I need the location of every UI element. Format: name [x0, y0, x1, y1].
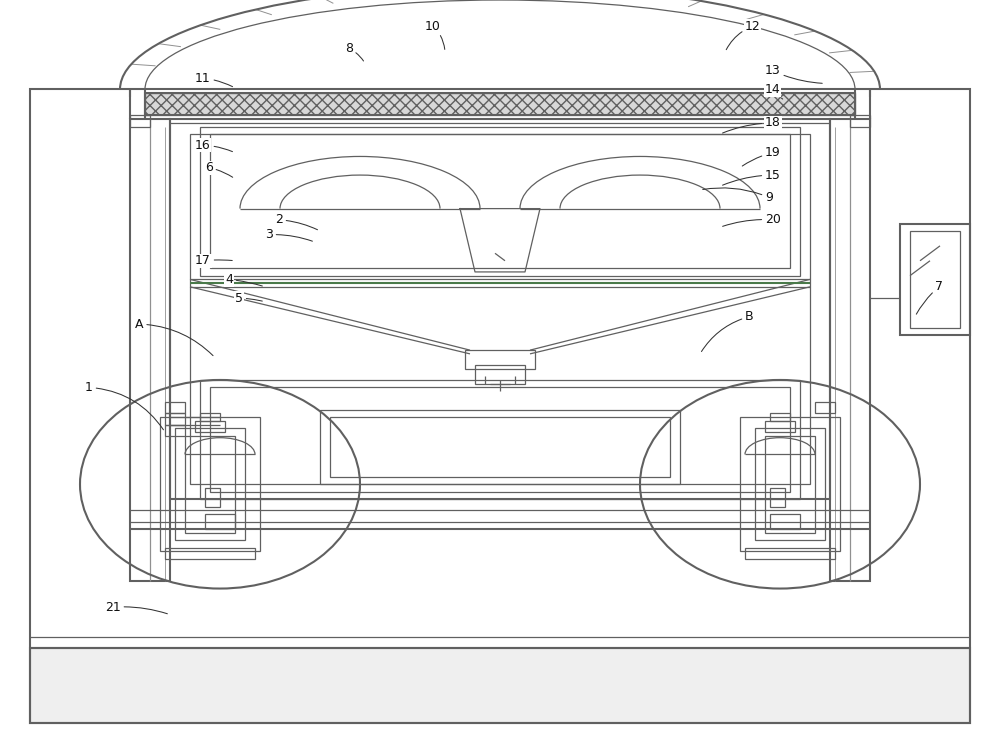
Bar [145, 93, 855, 115]
Bar [740, 417, 840, 551]
Text: 3: 3 [265, 228, 312, 241]
Text: 18: 18 [723, 116, 781, 133]
Text: 4: 4 [225, 273, 262, 286]
Bar [320, 410, 680, 484]
Text: 19: 19 [742, 146, 781, 166]
Bar [210, 134, 790, 268]
Bar [755, 428, 825, 540]
Bar [465, 350, 535, 369]
Bar [765, 436, 815, 533]
Bar [745, 548, 835, 559]
Text: 16: 16 [195, 139, 232, 152]
Text: 5: 5 [235, 291, 262, 305]
Bar [770, 488, 785, 507]
Bar [770, 413, 790, 421]
Bar [130, 119, 170, 581]
Text: 7: 7 [916, 280, 943, 314]
Text: 6: 6 [205, 161, 233, 177]
Text: 10: 10 [425, 19, 445, 49]
Bar [830, 119, 870, 581]
Bar [815, 402, 835, 413]
Bar [30, 648, 970, 723]
Bar [170, 119, 830, 499]
Bar [210, 387, 790, 492]
Bar [475, 365, 525, 384]
Text: 13: 13 [765, 64, 822, 83]
Bar [910, 231, 960, 328]
Text: 11: 11 [195, 72, 233, 86]
Bar [145, 93, 855, 115]
Bar [200, 380, 800, 499]
Bar [770, 514, 800, 529]
Text: 17: 17 [195, 254, 232, 267]
Bar [205, 514, 235, 529]
Bar [200, 127, 800, 276]
Bar [130, 115, 150, 127]
Text: B: B [701, 310, 754, 352]
Bar [330, 417, 670, 477]
Text: 8: 8 [345, 42, 364, 61]
Text: 21: 21 [105, 600, 167, 614]
Bar [30, 89, 970, 723]
Text: 2: 2 [275, 213, 318, 229]
Bar [850, 115, 870, 127]
Text: 15: 15 [723, 168, 781, 186]
Bar [185, 436, 235, 533]
Text: 14: 14 [765, 83, 783, 99]
Bar [205, 488, 220, 507]
Bar [195, 421, 225, 432]
Text: 20: 20 [723, 213, 781, 226]
Text: 9: 9 [703, 188, 773, 204]
Bar [765, 421, 795, 432]
Bar [165, 548, 255, 559]
Bar [190, 134, 810, 484]
Bar [160, 417, 260, 551]
Text: 1: 1 [85, 381, 163, 430]
Bar [165, 413, 185, 425]
Bar [900, 224, 970, 335]
Text: A: A [135, 317, 213, 355]
Bar [200, 413, 220, 421]
Bar [165, 402, 185, 413]
Bar [165, 425, 185, 436]
Text: 12: 12 [726, 19, 761, 50]
Bar [175, 428, 245, 540]
